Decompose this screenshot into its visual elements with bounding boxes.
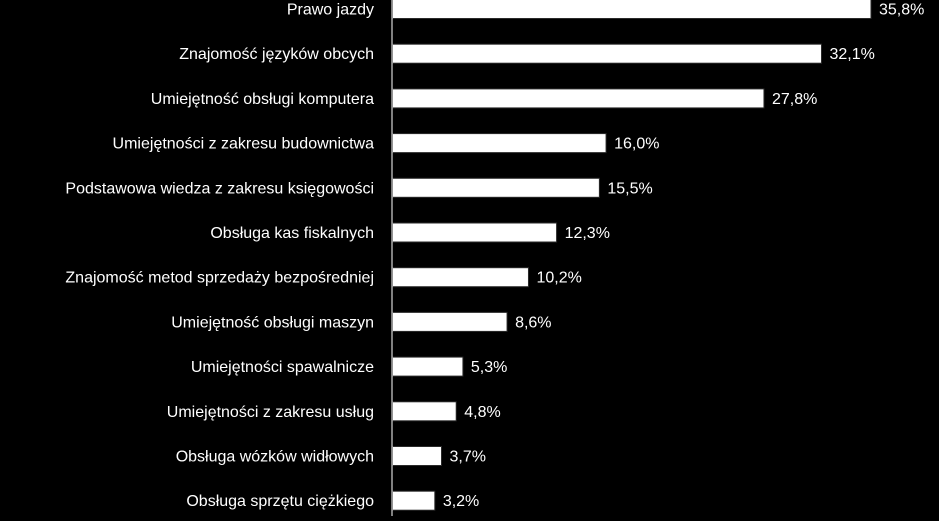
bar [392, 133, 607, 154]
bars-layer [392, 0, 872, 511]
category-label: Znajomość metod sprzedaży bezpośredniej [65, 270, 374, 287]
bar [392, 356, 464, 377]
category-label: Obsługa kas fiskalnych [210, 225, 374, 242]
value-label: 4,8% [464, 404, 500, 421]
bar [392, 446, 443, 466]
category-label: Prawo jazdy [287, 2, 374, 19]
value-label: 3,7% [450, 449, 486, 466]
bar [392, 490, 436, 511]
bar [392, 88, 765, 109]
category-label: Podstawowa wiedza z zakresu księgowości [65, 180, 374, 197]
value-label: 15,5% [607, 180, 652, 197]
value-label: 12,3% [565, 225, 610, 242]
value-label: 35,8% [879, 2, 924, 19]
category-label: Umiejętności spawalnicze [191, 359, 374, 376]
category-label: Znajomość języków obcych [179, 46, 374, 63]
value-label: 27,8% [772, 91, 817, 108]
value-label: 5,3% [471, 359, 507, 376]
bar [392, 222, 558, 243]
category-label: Umiejętności z zakresu usług [167, 404, 374, 421]
value-label: 16,0% [614, 136, 659, 153]
category-label: Umiejętności z zakresu budownictwa [113, 136, 375, 153]
category-label: Umiejętność obsługi komputera [151, 91, 374, 108]
bar [392, 267, 529, 288]
bar [392, 311, 508, 332]
value-label: 32,1% [829, 46, 874, 63]
value-label: 3,2% [443, 493, 479, 510]
bar [392, 177, 600, 198]
value-label: 10,2% [536, 270, 581, 287]
bar [392, 43, 822, 64]
bar [392, 401, 457, 422]
labels-layer: Prawo jazdy 35,8% Znajomość języków obcych… [65, 2, 924, 511]
category-label: Umiejętność obsługi maszyn [171, 314, 374, 331]
bar [392, 0, 872, 19]
category-label: Obsługa wózków widłowych [176, 449, 374, 466]
category-label: Obsługa sprzętu ciężkiego [186, 493, 374, 510]
value-label: 8,6% [515, 314, 551, 331]
